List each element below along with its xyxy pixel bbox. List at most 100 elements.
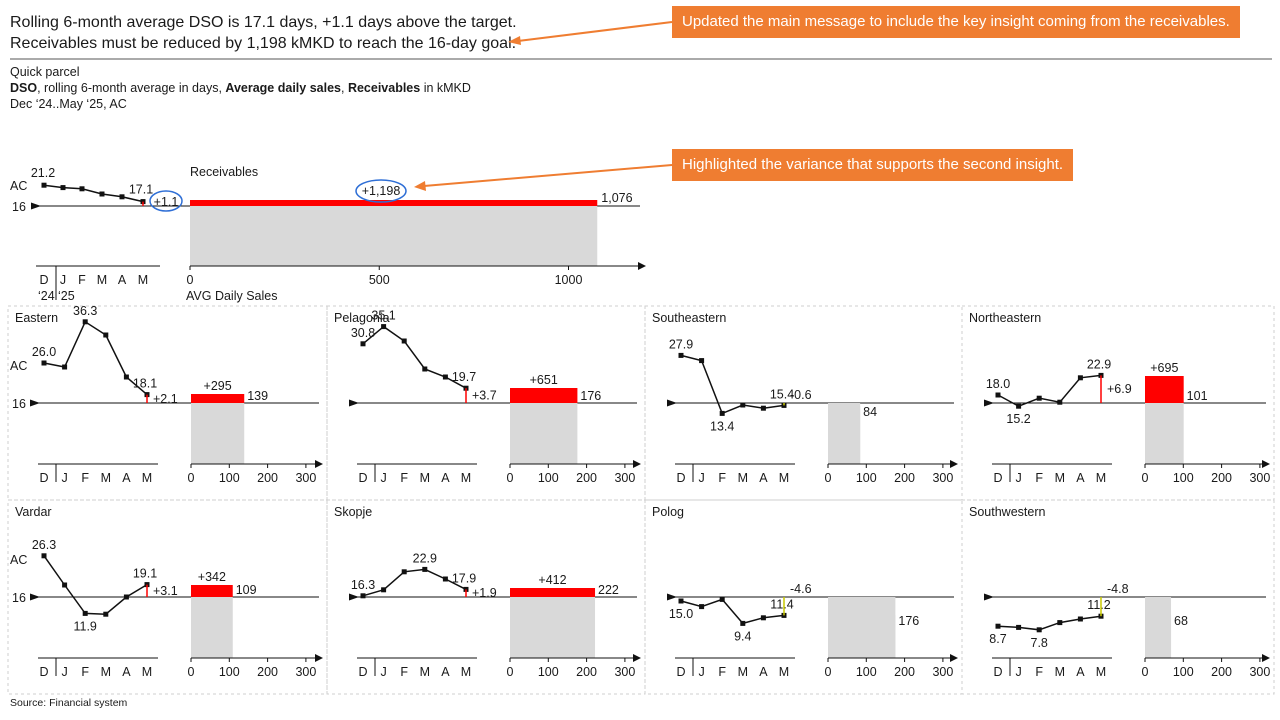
panel-title: Vardar (15, 505, 52, 519)
receivables-x-tick-label: 0 (187, 273, 194, 287)
panel-bar-x-tick-label: 0 (825, 665, 832, 679)
panel-bar-x-axis-arrow (633, 460, 641, 468)
panel-x-tick-label: M (779, 471, 789, 485)
panel-dso-data-label: 26.0 (32, 345, 56, 359)
main-dso-point (119, 194, 125, 200)
panel-dso-point (103, 332, 109, 338)
panel-receivables-bar (1145, 403, 1184, 464)
panel-dso-data-label: 9.4 (734, 629, 751, 643)
panel-x-tick-label: J (698, 665, 704, 679)
panel-dso-point (82, 319, 88, 325)
panel-bar-x-axis-arrow (950, 460, 958, 468)
main-target-label: 16 (12, 200, 26, 214)
panel-x-tick-label: M (461, 471, 471, 485)
subtitle-unit: in kMKD (420, 81, 471, 95)
panel-bar-x-tick-label: 0 (188, 665, 195, 679)
panel-x-tick-label: A (122, 665, 131, 679)
panel-bar-x-axis-arrow (315, 654, 323, 662)
panel-dso-point (123, 594, 129, 600)
panel-target-marker (30, 593, 40, 601)
receivables-variance-highlight (355, 179, 407, 203)
panel-x-tick-label: M (738, 665, 748, 679)
panel-x-tick-label: F (81, 471, 89, 485)
panel-x-tick-label: A (759, 471, 768, 485)
panel-bar-x-axis-arrow (633, 654, 641, 662)
subtitle-ads: Average daily sales (225, 81, 341, 95)
panel-x-tick-label: F (81, 665, 89, 679)
panel-target-marker (30, 399, 40, 407)
receivables-bar (190, 206, 598, 266)
panel-target-marker (984, 593, 994, 601)
panel-dso-data-label: 36.3 (73, 304, 97, 318)
callout-top: Updated the main message to include the … (672, 6, 1240, 38)
panel-dso-point (1098, 613, 1104, 619)
subtitle-dso-desc: , rolling 6-month average in days, (37, 81, 226, 95)
panel-bar-x-tick-label: 200 (894, 665, 915, 679)
panel-receivables-bar (510, 597, 596, 658)
panel-variance-label: -4.8 (1107, 582, 1129, 596)
panel-dso-data-label: 18.1 (133, 377, 157, 391)
receivables-variance-label: +1,198 (362, 184, 401, 198)
panel-target-marker (349, 593, 359, 601)
main-variance-highlight (149, 190, 183, 212)
panel-bar-x-tick-label: 200 (576, 665, 597, 679)
panel-x-tick-label: M (420, 665, 430, 679)
panel-dso-point (422, 366, 428, 372)
panel-receivables-bar (828, 597, 896, 658)
panel-dso-point (41, 553, 47, 559)
main-message: Rolling 6-month average DSO is 17.1 days… (10, 12, 517, 54)
panel-dso-data-label: 16.3 (351, 578, 375, 592)
main-variance-label: +1.1 (154, 195, 179, 209)
panel-x-tick-label: D (993, 471, 1002, 485)
panel-variance-label: -0.6 (790, 388, 812, 402)
panel-dso-data-label: 15.0 (669, 607, 693, 621)
receivables-title: Receivables (190, 165, 258, 179)
panel-x-tick-label: M (142, 665, 152, 679)
panel-dso-data-label: 15.2 (1006, 412, 1030, 426)
panel-x-tick-label: D (993, 665, 1002, 679)
panel-receivables-bar-label: 109 (236, 583, 257, 597)
panel-x-tick-label: D (358, 471, 367, 485)
receivables-x-axis-arrow (638, 262, 646, 270)
panel-x-tick-label: F (400, 665, 408, 679)
panel-dso-point (719, 596, 725, 602)
panel-bar-x-tick-label: 100 (1173, 471, 1194, 485)
subtitle-dso: DSO (10, 81, 38, 95)
panel-receivables-bar-below (828, 406, 861, 464)
panel-dso-data-label: 15.4 (770, 387, 794, 401)
panel-receivables-bar-label: 68 (1174, 614, 1188, 628)
panel-dso-point (82, 610, 88, 616)
panel-dso-point (401, 569, 407, 575)
panel-variance-label: +1.9 (472, 586, 497, 600)
panel-dso-point (422, 566, 428, 572)
panel-dso-point (1077, 616, 1083, 622)
receivables-x-axis-label: AVG Daily Sales (186, 289, 277, 303)
panel-dso-point (144, 582, 150, 588)
panel-x-tick-label: M (1096, 471, 1106, 485)
panel-x-tick-label: F (1035, 471, 1043, 485)
panel-x-tick-label: F (718, 471, 726, 485)
main-dso-point (60, 185, 66, 191)
panel-x-tick-label: D (676, 471, 685, 485)
main-year-label: ‘25 (58, 289, 75, 303)
panel-dso-point (62, 364, 68, 370)
panel-dso-point (381, 587, 387, 593)
panel-bar-x-tick-label: 300 (932, 665, 953, 679)
panel-receivables-variance-bar (1145, 376, 1184, 403)
panel-bar-x-axis-arrow (315, 460, 323, 468)
panel-dso-point (760, 615, 766, 621)
panel-bar-x-tick-label: 100 (1173, 665, 1194, 679)
callout-top-arrow-line (517, 21, 673, 42)
panel-variance-label: +3.7 (472, 389, 497, 403)
panel-x-tick-label: F (400, 471, 408, 485)
panel-frame (644, 499, 963, 695)
panel-x-tick-label: M (738, 471, 748, 485)
panel-dso-point (781, 612, 787, 618)
panel-dso-line (680, 354, 785, 415)
panel-frame (961, 305, 1275, 501)
main-year-label: ‘24 (38, 289, 55, 303)
subtitle-period: Dec ‘24..May ‘25, AC (10, 97, 127, 111)
panel-dso-data-label: 35.1 (371, 309, 395, 323)
panel-receivables-bar-label: 84 (863, 405, 877, 419)
panel-x-tick-label: D (39, 471, 48, 485)
